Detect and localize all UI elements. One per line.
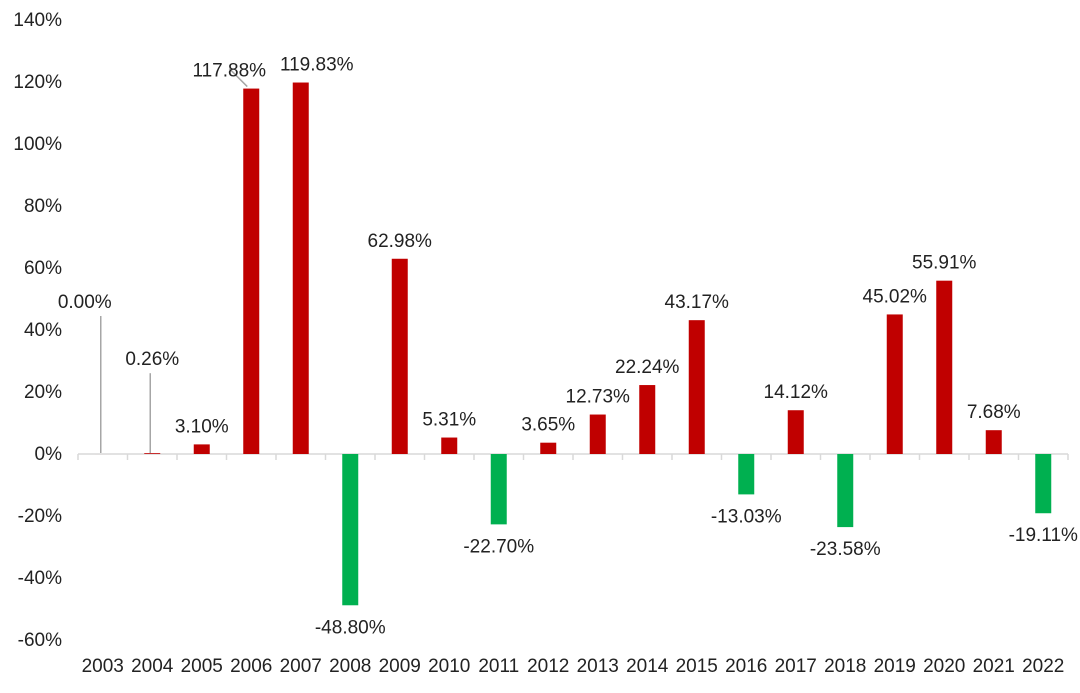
data-label: 14.12% bbox=[764, 382, 829, 403]
x-tick-label: 2004 bbox=[131, 656, 174, 677]
y-tick-label: 100% bbox=[13, 134, 62, 155]
data-label: -22.70% bbox=[463, 536, 534, 557]
bar bbox=[441, 437, 458, 454]
x-axis bbox=[77, 453, 1069, 460]
bar bbox=[490, 454, 507, 525]
bar bbox=[391, 258, 408, 454]
y-tick-label: -60% bbox=[18, 630, 62, 651]
bar bbox=[886, 314, 903, 454]
bar bbox=[589, 414, 606, 454]
data-label: 43.17% bbox=[665, 292, 730, 313]
x-tick-label: 2009 bbox=[379, 656, 421, 677]
y-tick-label: 40% bbox=[24, 320, 62, 341]
y-tick-label: 80% bbox=[24, 196, 62, 217]
x-tick-label: 2005 bbox=[181, 656, 223, 677]
y-tick-label: -20% bbox=[18, 506, 62, 527]
y-axis: -60% -40% -20% 0% 20% 40% 60% 80% 100% 120% 140% bbox=[13, 10, 62, 651]
data-label: 22.24% bbox=[615, 357, 680, 378]
data-labels: 0.00% 0.26% 3.10% 117.88% 119.83% -48.80% 62.9… bbox=[58, 55, 1078, 639]
bar bbox=[1035, 454, 1052, 514]
y-tick-label: 20% bbox=[24, 382, 62, 403]
x-tick-label: 2018 bbox=[824, 656, 866, 677]
data-label: 3.65% bbox=[521, 415, 575, 436]
x-axis-labels: 2003 2004 2005 2006 2007 2008 2009 2010 2011 2012… bbox=[82, 656, 1065, 677]
bar bbox=[639, 385, 656, 454]
data-label: -13.03% bbox=[711, 506, 782, 527]
x-tick-label: 2012 bbox=[527, 656, 569, 677]
x-tick-label: 2011 bbox=[478, 656, 519, 677]
y-tick-label: 120% bbox=[13, 72, 62, 93]
data-label: 119.83% bbox=[280, 55, 354, 76]
x-tick-label: 2020 bbox=[923, 656, 965, 677]
bar bbox=[342, 454, 359, 606]
x-tick-label: 2003 bbox=[82, 656, 124, 677]
bar bbox=[292, 82, 309, 454]
x-tick-label: 2010 bbox=[428, 656, 470, 677]
data-label: 7.68% bbox=[967, 402, 1021, 423]
x-tick-label: 2014 bbox=[626, 656, 669, 677]
y-tick-label: -40% bbox=[18, 568, 62, 589]
x-tick-label: 2013 bbox=[577, 656, 619, 677]
data-label: -48.80% bbox=[315, 617, 386, 638]
x-tick-label: 2021 bbox=[973, 656, 1015, 677]
bar bbox=[837, 454, 854, 528]
data-label: 45.02% bbox=[863, 286, 928, 307]
y-tick-label: 140% bbox=[13, 10, 62, 31]
bar bbox=[193, 444, 210, 454]
data-label: 12.73% bbox=[566, 387, 631, 408]
x-tick-label: 2022 bbox=[1022, 656, 1064, 677]
data-label: 0.26% bbox=[125, 349, 179, 370]
data-label: -23.58% bbox=[810, 539, 881, 560]
leader-line bbox=[228, 68, 248, 88]
data-label: 55.91% bbox=[912, 253, 977, 274]
y-tick-label: 0% bbox=[35, 444, 63, 465]
data-label: 3.10% bbox=[175, 416, 229, 437]
x-tick-label: 2015 bbox=[676, 656, 718, 677]
y-tick-label: 60% bbox=[24, 258, 62, 279]
x-tick-label: 2017 bbox=[775, 656, 817, 677]
data-label: -19.11% bbox=[1009, 525, 1078, 546]
data-label: 117.88% bbox=[192, 61, 266, 82]
x-tick-label: 2019 bbox=[874, 656, 916, 677]
bar bbox=[144, 453, 161, 454]
bar bbox=[936, 280, 953, 454]
bar bbox=[688, 320, 705, 454]
bar bbox=[243, 88, 260, 455]
x-tick-label: 2006 bbox=[230, 656, 272, 677]
bar bbox=[738, 454, 755, 495]
x-tick-label: 2007 bbox=[280, 656, 322, 677]
bar bbox=[540, 442, 557, 454]
data-label: 0.00% bbox=[58, 292, 112, 313]
x-tick-label: 2016 bbox=[725, 656, 767, 677]
bars bbox=[94, 82, 1052, 606]
bar bbox=[787, 410, 804, 454]
data-label: 62.98% bbox=[368, 231, 433, 252]
leader-lines bbox=[100, 68, 248, 453]
x-tick-label: 2008 bbox=[329, 656, 371, 677]
data-label: 5.31% bbox=[422, 410, 476, 431]
bar bbox=[985, 430, 1002, 454]
